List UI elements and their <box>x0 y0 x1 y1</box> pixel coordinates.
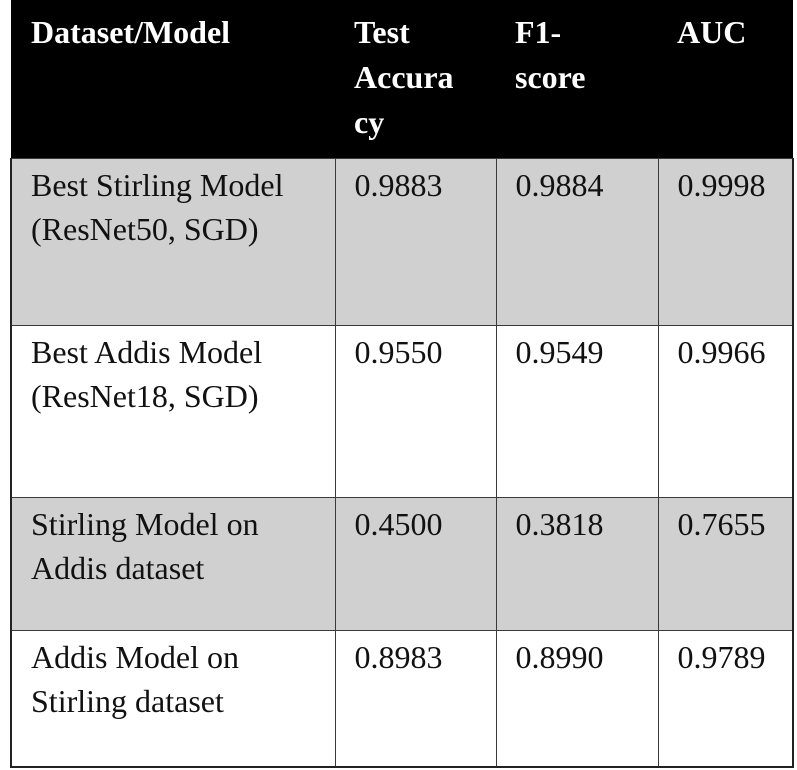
header-test-accuracy: Test Accura cy <box>335 0 496 158</box>
cell-f1-score: 0.9884 <box>495 157 659 327</box>
cell-model: Best Stirling Model (ResNet50, SGD) <box>10 157 336 327</box>
header-auc-label: AUC <box>677 14 747 50</box>
cell-f1-score: 0.3818 <box>495 497 659 631</box>
cell-auc: 0.9789 <box>657 629 794 768</box>
cell-model: Stirling Model on Addis dataset <box>10 497 336 631</box>
results-table: Dataset/Model Test Accura cy F1- score A… <box>10 0 794 768</box>
table-row: Addis Model on Stirling dataset 0.8983 0… <box>10 629 794 768</box>
cell-auc: 0.7655 <box>657 497 794 631</box>
model-name-line1: Stirling Model on <box>31 506 259 543</box>
cell-test-accuracy: 0.9883 <box>334 157 497 327</box>
cell-f1-score: 0.8990 <box>495 629 659 768</box>
model-name-line1: Addis Model on <box>31 638 239 675</box>
table-row: Stirling Model on Addis dataset 0.4500 0… <box>10 497 794 631</box>
model-name-line2: (ResNet50, SGD) <box>31 210 259 247</box>
header-dataset-model-label: Dataset/Model <box>31 14 231 50</box>
cell-auc: 0.9998 <box>657 157 794 327</box>
header-f1-score: F1- score <box>496 0 658 158</box>
cell-f1-score: 0.9549 <box>495 325 659 499</box>
model-name-line2: Addis dataset <box>31 550 205 587</box>
header-f1-score-line2: score <box>515 59 586 95</box>
model-name-line1: Best Stirling Model <box>31 166 284 203</box>
cell-test-accuracy: 0.4500 <box>334 497 497 631</box>
header-test-accuracy-line3: cy <box>354 104 385 140</box>
table-row: Best Stirling Model (ResNet50, SGD) 0.98… <box>10 157 794 327</box>
header-test-accuracy-line1: Test <box>354 14 410 50</box>
cell-model: Best Addis Model (ResNet18, SGD) <box>10 325 336 499</box>
model-name-line1: Best Addis Model <box>31 334 263 371</box>
header-auc: AUC <box>658 0 793 158</box>
header-row: Dataset/Model Test Accura cy F1- score A… <box>11 0 793 158</box>
model-name-line2: (ResNet18, SGD) <box>31 378 259 415</box>
cell-model: Addis Model on Stirling dataset <box>10 629 336 768</box>
cell-test-accuracy: 0.9550 <box>334 325 497 499</box>
model-name-line2: Stirling dataset <box>31 682 224 719</box>
cell-test-accuracy: 0.8983 <box>334 629 497 768</box>
header-f1-score-line1: F1- <box>515 14 562 50</box>
cell-auc: 0.9966 <box>657 325 794 499</box>
header-test-accuracy-line2: Accura <box>354 59 454 95</box>
table-row: Best Addis Model (ResNet18, SGD) 0.9550 … <box>10 325 794 499</box>
header-dataset-model: Dataset/Model <box>11 0 335 158</box>
